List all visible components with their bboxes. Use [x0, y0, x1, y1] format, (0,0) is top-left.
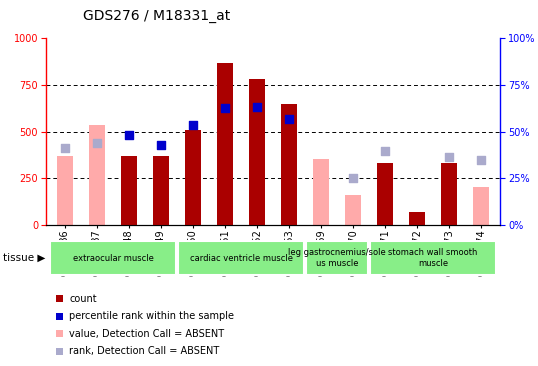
Text: GDS276 / M18331_at: GDS276 / M18331_at	[83, 9, 231, 23]
Point	[253, 105, 261, 111]
Bar	[409, 212, 425, 225]
Bar	[178, 241, 305, 275]
Text: extraocular muscle: extraocular muscle	[73, 254, 153, 262]
Point	[381, 149, 390, 154]
Point	[125, 132, 133, 138]
Point	[445, 154, 454, 160]
Text: value, Detection Call = ABSENT: value, Detection Call = ABSENT	[69, 329, 224, 339]
Bar	[441, 164, 457, 225]
Bar	[121, 156, 137, 225]
Bar	[57, 156, 73, 225]
Point	[61, 145, 69, 150]
Bar	[473, 187, 489, 225]
Point	[285, 116, 293, 122]
Bar	[185, 130, 201, 225]
Point	[221, 105, 229, 111]
Point	[349, 176, 357, 182]
Bar	[153, 156, 169, 225]
Bar	[249, 79, 265, 225]
Bar	[306, 241, 369, 275]
Bar	[89, 125, 105, 225]
Bar	[345, 195, 361, 225]
Bar	[313, 159, 329, 225]
Text: cardiac ventricle muscle: cardiac ventricle muscle	[189, 254, 293, 262]
Bar	[409, 216, 425, 225]
Text: stomach wall smooth
muscle: stomach wall smooth muscle	[388, 248, 478, 268]
Text: rank, Detection Call = ABSENT: rank, Detection Call = ABSENT	[69, 346, 220, 356]
Bar	[370, 241, 497, 275]
Bar	[49, 241, 176, 275]
Bar	[281, 104, 297, 225]
Text: percentile rank within the sample: percentile rank within the sample	[69, 311, 235, 321]
Bar	[217, 63, 233, 225]
Text: leg gastrocnemius/sole
us muscle: leg gastrocnemius/sole us muscle	[288, 248, 386, 268]
Point	[157, 142, 165, 148]
Text: count: count	[69, 294, 97, 304]
Point	[93, 140, 101, 146]
Bar	[377, 164, 393, 225]
Text: tissue ▶: tissue ▶	[3, 253, 45, 263]
Point	[477, 157, 485, 163]
Point	[189, 122, 197, 128]
